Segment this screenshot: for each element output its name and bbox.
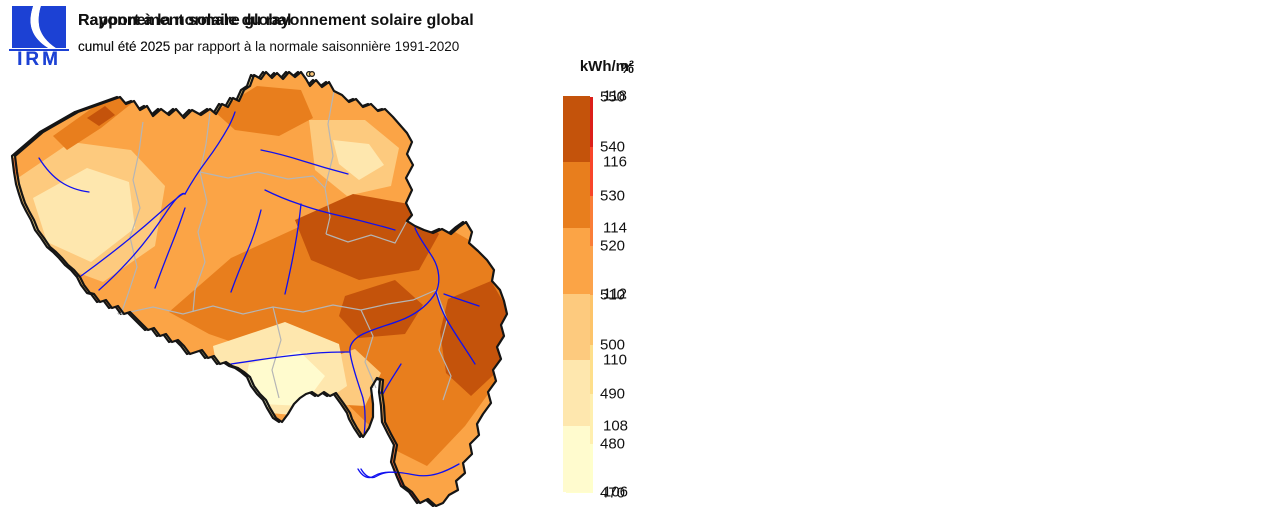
legend-tick-label: 470	[600, 484, 626, 502]
belgium-outline	[13, 70, 509, 507]
region-dark-condroz	[339, 280, 423, 338]
panel-title: Rapport à la normale du rayonnement sola…	[78, 12, 474, 29]
region-coast-spot	[87, 106, 115, 126]
legend-tick-label: 490	[600, 385, 626, 403]
region-dark-hesbaye	[295, 194, 439, 280]
legend-color-step	[563, 360, 590, 426]
panel-subtitle: cumul été 2025	[78, 39, 171, 54]
legend-tick-label: 116	[603, 153, 627, 171]
region-coast-band	[53, 94, 131, 150]
legend-tick-label: 510	[600, 286, 626, 304]
legend-color-step	[563, 294, 590, 360]
legend-color-bar	[563, 96, 590, 492]
legend-tick-label: 118	[603, 87, 627, 105]
legend-tick-label: 540	[600, 138, 626, 155]
legend-color-step	[563, 426, 590, 492]
legend-tick-label: 110	[603, 351, 627, 369]
region-kempen-pale	[333, 140, 384, 180]
region-east-region	[169, 212, 507, 466]
legend-tick-label: 530	[600, 187, 626, 205]
province-borders	[120, 90, 452, 401]
legend-tick-label: 480	[600, 435, 626, 452]
legend-tick-label: 106	[603, 483, 629, 501]
irm-logo-text: IRM	[9, 49, 69, 69]
region-dark-east-cantons	[440, 281, 507, 396]
legend-tick-label: 108	[603, 417, 629, 435]
irm-logo: IRM	[9, 6, 69, 69]
legend-tick-labels: 118 116 114 112 110 108 106	[603, 0, 647, 507]
region-hainaut-cream	[245, 351, 325, 406]
panel-title: Rayonnement solaire global	[78, 12, 292, 29]
legend-tick-label: 550	[600, 88, 626, 106]
legend-tick-labels: 550 540 530 520 510 500 490 480 470	[600, 0, 644, 507]
legend-unit-label: kWh/m²	[579, 58, 634, 75]
rivers	[38, 111, 480, 479]
panel-ratio-to-normal: IRM Rapport à la normale du rayonnement …	[3, 6, 634, 507]
legend-unit-label: %	[620, 60, 634, 77]
map-belgium-ratio-to-normal	[3, 62, 543, 507]
legend-color-step	[563, 96, 590, 162]
legend-tick-label: 520	[600, 237, 626, 254]
irm-logo-emblem	[12, 6, 66, 48]
baarle-hertog-exclave	[309, 71, 316, 78]
legend-tick-label: 500	[600, 336, 626, 353]
legend-tick-label: 112	[603, 285, 627, 303]
region-west-flanders-pale	[33, 168, 135, 262]
legend-tick-label: 114	[603, 219, 627, 237]
legend-color-step	[563, 162, 590, 228]
map-svg	[13, 70, 509, 507]
panel-subtitle: cumul été 2025 par rapport à la normale …	[78, 39, 460, 54]
legend-color-step	[563, 228, 590, 294]
